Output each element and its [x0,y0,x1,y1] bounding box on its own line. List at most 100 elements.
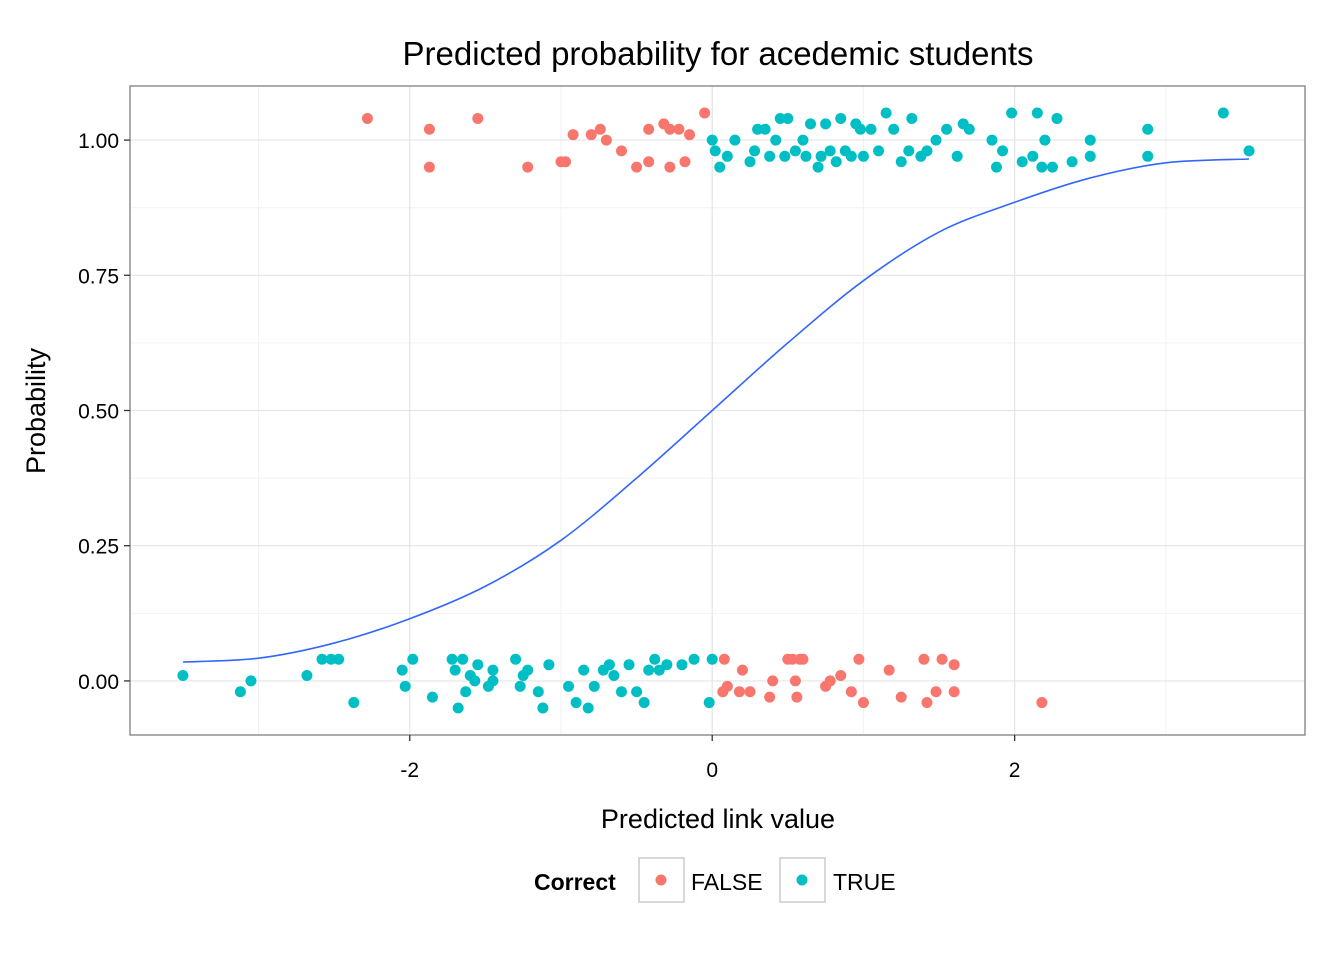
data-point-true [986,134,998,146]
data-point-false [824,675,836,687]
data-point-true [649,653,661,665]
data-point-true [789,145,801,157]
data-point-false [835,670,847,682]
data-point-true [800,150,812,162]
data-point-false [797,653,809,665]
data-point-true [764,150,776,162]
data-point-true [873,145,885,157]
data-point-true [452,702,464,714]
data-point-false [664,161,676,173]
data-point-true [991,161,1003,173]
data-point-true [316,653,328,665]
y-axis-title: Probability [21,347,51,474]
data-point-false [895,691,907,703]
data-point-false [699,107,711,119]
data-point-false [791,691,803,703]
legend-point-true [796,874,808,886]
legend-item-false: FALSE [638,857,763,903]
data-point-true [1084,134,1096,146]
data-point-false [948,659,960,671]
data-point-true [457,653,469,665]
x-axis-ticks: -2 0 2 [400,735,1020,782]
data-point-true [1051,112,1063,124]
data-point-true [835,112,847,124]
data-point-true [997,145,1009,157]
data-point-false [1036,697,1048,709]
data-point-false [567,129,579,141]
data-point-true [688,653,700,665]
data-point-true [446,653,458,665]
x-tick-label: 0 [706,759,718,782]
y-tick-label: 0.75 [78,265,119,288]
data-point-false [615,145,627,157]
data-point-true [469,675,481,687]
data-point-false [789,675,801,687]
data-point-true [714,161,726,173]
data-point-true [1036,161,1048,173]
data-point-true [631,686,643,698]
data-point-false [560,156,572,168]
data-point-true [759,123,771,135]
data-point-true [325,653,337,665]
data-point-true [921,145,933,157]
data-point-true [830,156,842,168]
data-point-true [1142,123,1154,135]
data-point-true [805,118,817,130]
x-tick-label: -2 [400,759,419,782]
data-point-true [578,664,590,676]
data-point-true [857,150,869,162]
data-point-true [706,653,718,665]
data-point-true [1046,161,1058,173]
data-point-true [426,691,438,703]
data-point-true [623,659,635,671]
data-point-false [857,697,869,709]
data-point-false [733,686,745,698]
data-point-true [245,675,257,687]
legend-title: Correct [534,869,616,895]
data-point-true [824,145,836,157]
data-point-true [779,150,791,162]
data-point-true [301,670,313,682]
data-point-false [643,123,655,135]
data-point-true [638,697,650,709]
legend: Correct FALSE TRUE [534,857,896,903]
data-point-false [522,161,534,173]
data-point-true [888,123,900,135]
data-point-true [703,697,715,709]
data-point-false [664,123,676,135]
data-point-true [1027,150,1039,162]
data-point-true [752,123,764,135]
data-point-true [563,680,575,692]
major-grid [130,86,1305,735]
data-point-true [906,112,918,124]
data-point-false [921,697,933,709]
data-point-false [679,156,691,168]
data-point-false [853,653,865,665]
data-point-true [930,134,942,146]
x-axis-title: Predicted link value [601,804,835,834]
fitted-curve [182,158,1250,663]
data-point-true [522,664,534,676]
legend-point-false [655,874,667,886]
data-point-true [1142,150,1154,162]
data-point-false [883,664,895,676]
data-point-false [631,161,643,173]
legend-key-true [779,857,826,903]
y-tick-label: 0.00 [78,671,119,694]
legend-label-false: FALSE [691,869,763,895]
data-point-true [570,697,582,709]
data-point-true [615,686,627,698]
data-point-true [774,112,786,124]
legend-item-true: TRUE [779,857,896,903]
data-point-true [487,675,499,687]
data-point-true [880,107,892,119]
x-tick-label: 2 [1009,759,1021,782]
data-point-false [736,664,748,676]
data-point-false [594,123,606,135]
data-point-true [903,145,915,157]
data-point-false [684,129,696,141]
data-point-true [582,702,594,714]
data-point-true [729,134,741,146]
data-point-false [361,112,373,124]
y-tick-label: 0.25 [78,536,119,559]
